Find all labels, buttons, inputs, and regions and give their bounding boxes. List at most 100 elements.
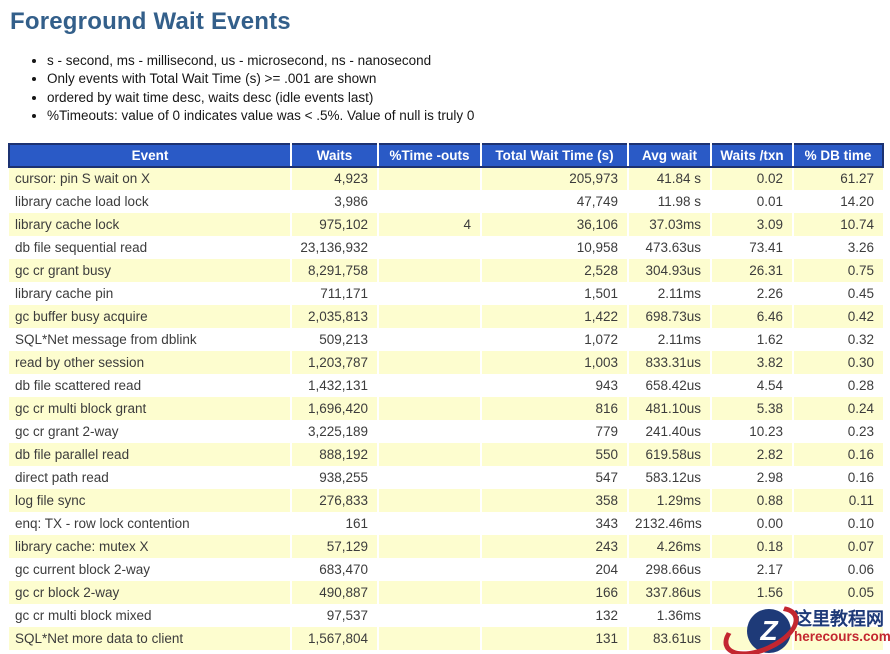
table-row: gc current block 2-way 683,470 204 298.66us… (9, 557, 883, 581)
cell-waits: 2,035,813 (291, 304, 379, 328)
cell-db-time: 0.07 (793, 534, 883, 558)
col-header-waits: Waits (291, 142, 379, 168)
cell-timeouts (378, 465, 482, 489)
cell-waits-txn: 0.00 (711, 511, 794, 535)
cell-db-time: 3.26 (793, 235, 883, 259)
cell-timeouts (378, 166, 482, 190)
cell-waits-txn (711, 603, 794, 627)
cell-avg-wait: 241.40us (628, 419, 712, 443)
cell-db-time: 0.06 (793, 557, 883, 581)
cell-event: gc cr block 2-way (9, 580, 292, 604)
cell-avg-wait: 619.58us (628, 442, 712, 466)
cell-avg-wait: 1.29ms (628, 488, 712, 512)
cell-avg-wait: 304.93us (628, 258, 712, 282)
cell-event: gc cr grant busy (9, 258, 292, 282)
cell-waits: 276,833 (291, 488, 379, 512)
cell-db-time: 0.24 (793, 396, 883, 420)
cell-waits: 1,696,420 (291, 396, 379, 420)
table-row: enq: TX - row lock contention 161 343 2132.… (9, 511, 883, 535)
cell-db-time: 0.16 (793, 442, 883, 466)
table-row: library cache: mutex X 57,129 243 4.26ms 0.1… (9, 534, 883, 558)
table-row: gc cr block 2-way 490,887 166 337.86us 1.56 0… (9, 580, 883, 604)
cell-waits-txn: 1.56 (711, 580, 794, 604)
cell-db-time: 0.16 (793, 465, 883, 489)
cell-event: gc cr grant 2-way (9, 419, 292, 443)
cell-total-wait-time: 166 (481, 580, 629, 604)
table-row: library cache pin 711,171 1,501 2.11ms 2.26 0… (9, 281, 883, 305)
cell-waits-txn: 2.98 (711, 465, 794, 489)
cell-avg-wait: 698.73us (628, 304, 712, 328)
table-row: log file sync 276,833 358 1.29ms 0.88 0.11 (9, 488, 883, 512)
note-threshold: Only events with Total Wait Time (s) >= … (47, 70, 890, 88)
cell-timeouts (378, 626, 482, 650)
cell-db-time: 0.45 (793, 281, 883, 305)
cell-event: cursor: pin S wait on X (9, 166, 292, 190)
cell-waits-txn: 2.17 (711, 557, 794, 581)
cell-db-time: 61.27 (793, 166, 883, 190)
cell-timeouts (378, 235, 482, 259)
cell-avg-wait: 11.98 s (628, 189, 712, 213)
header-row: Event Waits %Time -outs Total Wait Time … (8, 142, 884, 168)
cell-event: db file parallel read (9, 442, 292, 466)
cell-avg-wait: 2.11ms (628, 281, 712, 305)
cell-total-wait-time: 358 (481, 488, 629, 512)
cell-event: log file sync (9, 488, 292, 512)
cell-total-wait-time: 243 (481, 534, 629, 558)
cell-waits: 1,567,804 (291, 626, 379, 650)
cell-event: library cache pin (9, 281, 292, 305)
cell-db-time: 0.05 (793, 580, 883, 604)
cell-waits: 3,986 (291, 189, 379, 213)
table-row: gc buffer busy acquire 2,035,813 1,422 698.… (9, 304, 883, 328)
cell-avg-wait: 41.84 s (628, 166, 712, 190)
cell-waits-txn: 4.54 (711, 373, 794, 397)
note-timeouts: %Timeouts: value of 0 indicates value wa… (47, 107, 890, 125)
cell-avg-wait: 298.66us (628, 557, 712, 581)
cell-db-time (793, 603, 883, 627)
cell-total-wait-time: 779 (481, 419, 629, 443)
cell-total-wait-time: 47,749 (481, 189, 629, 213)
cell-db-time: 14.20 (793, 189, 883, 213)
wait-events-table: Event Waits %Time -outs Total Wait Time … (8, 142, 884, 650)
table-row: library cache load lock 3,986 47,749 11.98 … (9, 189, 883, 213)
cell-total-wait-time: 816 (481, 396, 629, 420)
cell-avg-wait: 1.36ms (628, 603, 712, 627)
cell-avg-wait: 337.86us (628, 580, 712, 604)
cell-db-time: 0.32 (793, 327, 883, 351)
cell-waits: 1,432,131 (291, 373, 379, 397)
cell-event: gc current block 2-way (9, 557, 292, 581)
cell-timeouts (378, 534, 482, 558)
cell-timeouts (378, 603, 482, 627)
table-row: SQL*Net message from dblink 509,213 1,072 2… (9, 327, 883, 351)
cell-total-wait-time: 131 (481, 626, 629, 650)
cell-event: read by other session (9, 350, 292, 374)
table-row: db file sequential read 23,136,932 10,958 4… (9, 235, 883, 259)
cell-total-wait-time: 1,003 (481, 350, 629, 374)
cell-waits: 888,192 (291, 442, 379, 466)
cell-waits: 1,203,787 (291, 350, 379, 374)
cell-event: library cache lock (9, 212, 292, 236)
col-header-timeouts: %Time -outs (378, 142, 482, 168)
cell-avg-wait: 4.26ms (628, 534, 712, 558)
cell-db-time: 0.28 (793, 373, 883, 397)
table-row: gc cr multi block grant 1,696,420 816 481.1… (9, 396, 883, 420)
table-row: db file scattered read 1,432,131 943 658.42… (9, 373, 883, 397)
cell-timeouts (378, 557, 482, 581)
cell-waits-txn: 26.31 (711, 258, 794, 282)
cell-avg-wait: 2.11ms (628, 327, 712, 351)
cell-avg-wait: 833.31us (628, 350, 712, 374)
cell-waits-txn: 10.23 (711, 419, 794, 443)
table-row: cursor: pin S wait on X 4,923 205,973 41.84… (9, 166, 883, 190)
cell-timeouts (378, 327, 482, 351)
col-header-event: Event (8, 142, 292, 168)
cell-waits-txn: 0.02 (711, 166, 794, 190)
cell-waits: 3,225,189 (291, 419, 379, 443)
table-row: library cache lock 975,102 4 36,106 37.03ms 3… (9, 212, 883, 236)
cell-waits: 509,213 (291, 327, 379, 351)
cell-event: gc cr multi block mixed (9, 603, 292, 627)
cell-event: direct path read (9, 465, 292, 489)
cell-db-time: 0.75 (793, 258, 883, 282)
cell-avg-wait: 83.61us (628, 626, 712, 650)
table-row: db file parallel read 888,192 550 619.58us 2… (9, 442, 883, 466)
cell-total-wait-time: 36,106 (481, 212, 629, 236)
cell-total-wait-time: 343 (481, 511, 629, 535)
